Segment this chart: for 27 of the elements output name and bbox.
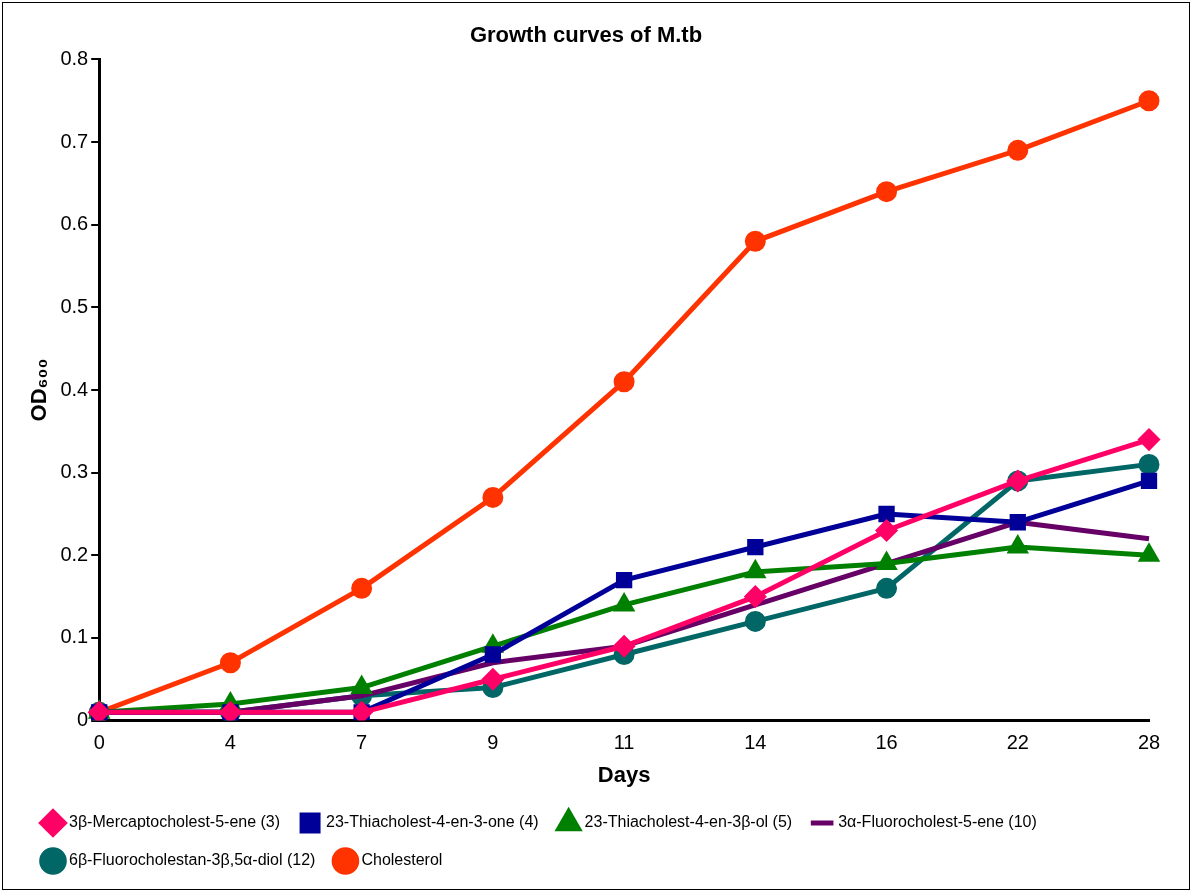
y-tick-label: 0.1 [60,625,89,648]
legend-label: 23-Thiacholest-4-en-3β-ol (5) [584,813,793,831]
x-tick-label: 7 [356,731,368,754]
legend-label: 6β-Fluorocholestan-3β,5α-diol (12) [69,851,316,869]
legend-label: 23-Thiacholest-4-en-3-one (4) [326,813,539,831]
x-tick-label: 4 [224,731,236,754]
y-axis-title: OD₆₀₀ [26,358,52,422]
x-tick-label: 16 [875,731,898,754]
y-tick-label: 0.5 [60,294,89,317]
y-tick-label: 0.6 [60,212,89,235]
x-tick-label: 14 [744,731,767,754]
x-tick-label: 0 [93,731,105,754]
y-tick-label: 0 [77,708,89,731]
y-tick-label: 0.4 [60,377,89,400]
y-tick-label: 0.2 [60,542,89,565]
legend-label: 3α-Fluorocholest-5-ene (10) [838,813,1037,831]
y-tick-label: 0.7 [60,129,89,152]
y-tick-label: 0.3 [60,460,89,483]
legend-label: Cholesterol [361,851,443,869]
y-tick-label: 0.8 [60,46,89,69]
x-tick-label: 28 [1137,731,1161,754]
x-tick-label: 9 [487,731,499,754]
x-axis-title: Days [597,761,651,787]
x-tick-label: 22 [1006,731,1029,754]
chart-title: Growth curves of M.tb [469,22,703,48]
x-tick-label: 11 [613,731,635,754]
legend-label: 3β-Mercaptocholest-5-ene (3) [69,813,281,831]
